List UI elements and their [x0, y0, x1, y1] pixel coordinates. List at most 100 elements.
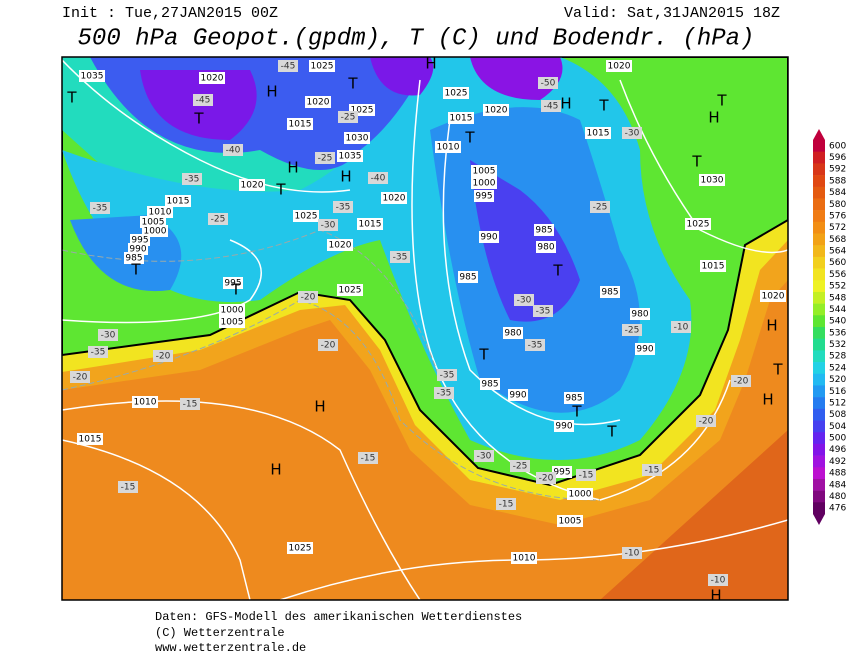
pressure-center: T — [347, 75, 358, 93]
colorbar-tick-label: 496 — [829, 445, 846, 455]
temperature-label-box — [338, 111, 358, 123]
temperature-label-box — [358, 452, 378, 464]
temperature-label: -15 — [645, 466, 660, 476]
colorbar-tick-label: 500 — [829, 434, 846, 444]
isobar-label-box — [564, 392, 584, 404]
pressure-center: H — [314, 398, 325, 416]
temperature-label: -35 — [393, 253, 408, 263]
colorbar-swatch — [813, 291, 825, 304]
isobar-label: 1020 — [241, 181, 264, 191]
colorbar-tick-label: 508 — [829, 410, 846, 420]
isobar-label: 995 — [475, 192, 492, 202]
pressure-center: H — [710, 587, 721, 605]
isobar-label-box — [357, 218, 383, 230]
pressure-center: T — [66, 89, 77, 107]
temperature-label: -25 — [318, 154, 333, 164]
temperature-label-box — [642, 464, 662, 476]
temperature-label: -15 — [579, 471, 594, 481]
colorbar-swatch — [813, 385, 825, 398]
temperature-label: -25 — [211, 215, 226, 225]
isobar-label-box — [344, 132, 370, 144]
temperature-label: -35 — [440, 371, 455, 381]
colorbar-tick-label: 540 — [829, 317, 846, 327]
colorbar-tick-label: 548 — [829, 293, 846, 303]
isobar-label-box — [606, 60, 632, 72]
temperature-label: -45 — [544, 102, 559, 112]
pressure-center: T — [478, 346, 489, 364]
temperature-label-box — [278, 60, 298, 72]
temperature-label-box — [510, 460, 530, 472]
isobar-label-box — [435, 141, 461, 153]
isobar-label: 1020 — [485, 106, 508, 116]
isobar-label-box — [552, 466, 572, 478]
isobar-label: 1025 — [311, 62, 334, 72]
pressure-center: T — [716, 92, 727, 110]
temperature-label-box — [318, 339, 338, 351]
temperature-label-box — [182, 173, 202, 185]
temperature-label: -15 — [183, 400, 198, 410]
temperature-label-box — [434, 387, 454, 399]
colorbar-tick-label: 484 — [829, 480, 846, 490]
isobar-label-box — [483, 104, 509, 116]
isobar-label: 995 — [131, 236, 148, 246]
isobar-label: 980 — [631, 310, 648, 320]
colorbar-swatch — [813, 420, 825, 433]
temperature-label-box — [533, 305, 553, 317]
isobar-label-box — [219, 304, 245, 316]
temperature-label: -35 — [185, 175, 200, 185]
isobar-label-box — [557, 515, 583, 527]
temperature-label-box — [514, 294, 534, 306]
pressure-center: T — [691, 153, 702, 171]
isobar-label-box — [567, 488, 593, 500]
temperature-label: -20 — [699, 417, 714, 427]
isobar-label-box — [79, 70, 105, 82]
temperature-label: -15 — [499, 500, 514, 510]
isobar-label-box — [337, 284, 363, 296]
isobar-label: 1025 — [339, 286, 362, 296]
colorbar-swatch — [813, 151, 825, 164]
isobar-label-box — [147, 206, 173, 218]
colorbar-swatch — [813, 175, 825, 188]
isobar-label-box — [471, 177, 497, 189]
colorbar-swatch — [813, 303, 825, 316]
isobar-label-box — [77, 433, 103, 445]
isobar-label-box — [503, 327, 523, 339]
colorbar-swatch — [813, 186, 825, 199]
temperature-label: -30 — [101, 331, 116, 341]
colorbar-tick-label: 560 — [829, 258, 846, 268]
temperature-label-box — [390, 251, 410, 263]
isobar-label: 1030 — [701, 176, 724, 186]
temperature-label-box — [576, 469, 596, 481]
isobar-label: 1025 — [445, 89, 468, 99]
isobar-label-box — [685, 218, 711, 230]
isobar-label: 985 — [125, 254, 142, 264]
colorbar-swatch — [813, 198, 825, 211]
colorbar-tick-label: 580 — [829, 200, 846, 210]
isobar-label: 1020 — [762, 292, 785, 302]
temperature-label: -20 — [301, 293, 316, 303]
temperature-label-box — [70, 371, 90, 383]
pressure-center: H — [560, 95, 571, 113]
temperature-label: -20 — [321, 341, 336, 351]
colorbar-swatch — [813, 280, 825, 293]
pressure-center: H — [340, 168, 351, 186]
isobar-label: 1020 — [329, 241, 352, 251]
isobar-label: 1015 — [702, 262, 725, 272]
colorbar-swatch — [813, 490, 825, 503]
isobar-label-box — [448, 112, 474, 124]
colorbar-tick-label: 572 — [829, 223, 846, 233]
isobar-label-box — [630, 308, 650, 320]
pressure-center: T — [598, 97, 609, 115]
pressure-center: T — [464, 129, 475, 147]
colorbar-tick-label: 584 — [829, 188, 846, 198]
colorbar-swatch — [813, 221, 825, 234]
temperature-label-box — [180, 398, 200, 410]
temperature-label: -20 — [156, 352, 171, 362]
isobar-label-box — [327, 239, 353, 251]
colorbar-swatch — [813, 140, 825, 152]
colorbar-swatch — [813, 338, 825, 351]
colorbar-tick-label: 492 — [829, 457, 846, 467]
isobar-label: 1025 — [687, 220, 710, 230]
temperature-label: -35 — [91, 348, 106, 358]
